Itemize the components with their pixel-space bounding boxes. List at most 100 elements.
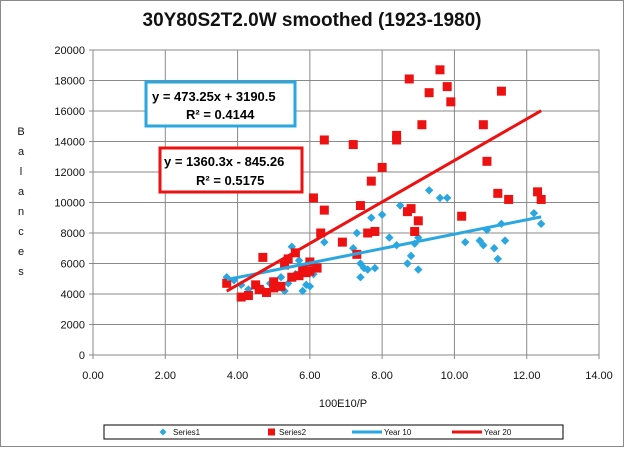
series2-point [446,97,456,107]
series2-point [280,260,290,270]
x-tick-label: 8.00 [371,370,392,382]
series2-point [417,120,427,130]
series2-point [251,280,261,290]
series2-point [243,291,253,301]
series1-point [367,213,376,222]
series1-point [406,251,416,261]
series2-point [478,120,488,130]
series2-point [276,281,286,291]
series1-point [363,265,372,274]
legend-box [103,424,564,440]
series2-point [536,194,546,204]
y-tick-label: 16000 [54,106,85,118]
series2-point [406,204,416,214]
series2-point [305,266,315,276]
y-tick-label: 18000 [54,76,85,88]
x-tick-label: 14.00 [585,370,613,382]
y-axis-label-letter: a [18,186,25,198]
equation-box-year10: y = 473.25x + 3190.5 R² = 0.4144 [144,80,297,128]
series2-point [316,228,326,238]
series2-point [222,278,232,288]
series2-point [363,228,373,238]
series1-point [414,265,423,274]
series1-point [320,237,329,247]
legend-label-series2: Series2 [279,428,307,437]
series1-point [461,237,470,247]
legend-item-year20: Year 20 [452,428,512,437]
series1-point [403,259,412,268]
y-axis-label-letter: c [18,226,24,238]
legend-label-year10: Year 10 [384,428,412,437]
legend: Series1 Series2 Year 10 Year 20 [103,424,564,440]
y-tick-label: 14000 [54,137,85,149]
y-tick-label: 10000 [54,198,85,210]
series1-point [305,282,315,291]
x-tick-label: 4.00 [227,370,248,382]
series2-point [261,287,271,297]
series2-point [413,216,423,226]
series2-point [435,65,445,75]
series2-point [370,226,380,236]
series1-point [298,286,307,296]
series2-point [404,74,414,84]
series1-point [443,193,452,203]
trendlines [225,109,542,293]
series2-point [493,188,503,198]
series1-point [377,210,387,219]
series2-point [348,140,358,150]
y-axis-label-letter: a [18,146,25,158]
legend-item-series2: Series2 [268,428,307,437]
series1-point [352,228,362,238]
equation-year10: y = 473.25x + 3190.5 [152,89,276,104]
legend-marker-series1 [159,428,167,436]
y-tick-label: 0 [79,350,85,362]
equation-box-year20-border [158,146,304,194]
series2-point [294,271,304,281]
series2-point [355,201,365,211]
series2-point [392,135,402,145]
equation-box-year10-border [144,80,297,128]
trendline-year20 [225,109,542,293]
series1-point [396,201,405,210]
data-points [222,65,546,302]
y-tick-label: 6000 [61,259,85,271]
legend-label-series1: Series1 [173,428,201,437]
series2-point [482,156,492,166]
tick-labels: 0 2000 4000 6000 8000 10000 12000 14000 16000 180… [54,45,612,382]
legend-label-year20: Year 20 [484,428,512,437]
series2-point [366,176,376,186]
plot-area [92,49,600,356]
series2-point [337,237,347,247]
r2-year20: R² = 0.5175 [196,173,264,188]
series2-point [457,211,467,221]
r2-year10: R² = 0.4144 [186,107,255,122]
series2-point [442,82,452,92]
y-tick-label: 8000 [61,228,85,240]
series2-point [236,292,246,302]
series2-point [424,88,434,98]
equation-year20: y = 1360.3x - 845.26 [164,154,284,169]
x-axis-label: 100E10/P [319,398,367,410]
series1-point [385,233,394,242]
series2-point [312,263,322,273]
y-tick-label: 4000 [61,289,85,301]
x-tick-label: 2.00 [155,370,176,382]
y-tick-label: 2000 [61,320,85,332]
series1-point [435,193,445,203]
series1-point [370,263,380,273]
equation-box-year20: y = 1360.3x - 845.26 R² = 0.5175 [158,146,304,194]
x-tick-label: 12.00 [513,370,541,382]
y-axis-label-letter: e [18,246,24,258]
series2-point [254,284,264,294]
series2-point [319,135,329,145]
trendline-year10 [226,215,542,282]
series2-point [308,193,318,203]
series-2 [222,65,546,302]
series1-point [493,254,502,264]
y-axis-label-letter: B [17,126,24,138]
series1-point [489,244,499,253]
series1-point [529,208,539,218]
